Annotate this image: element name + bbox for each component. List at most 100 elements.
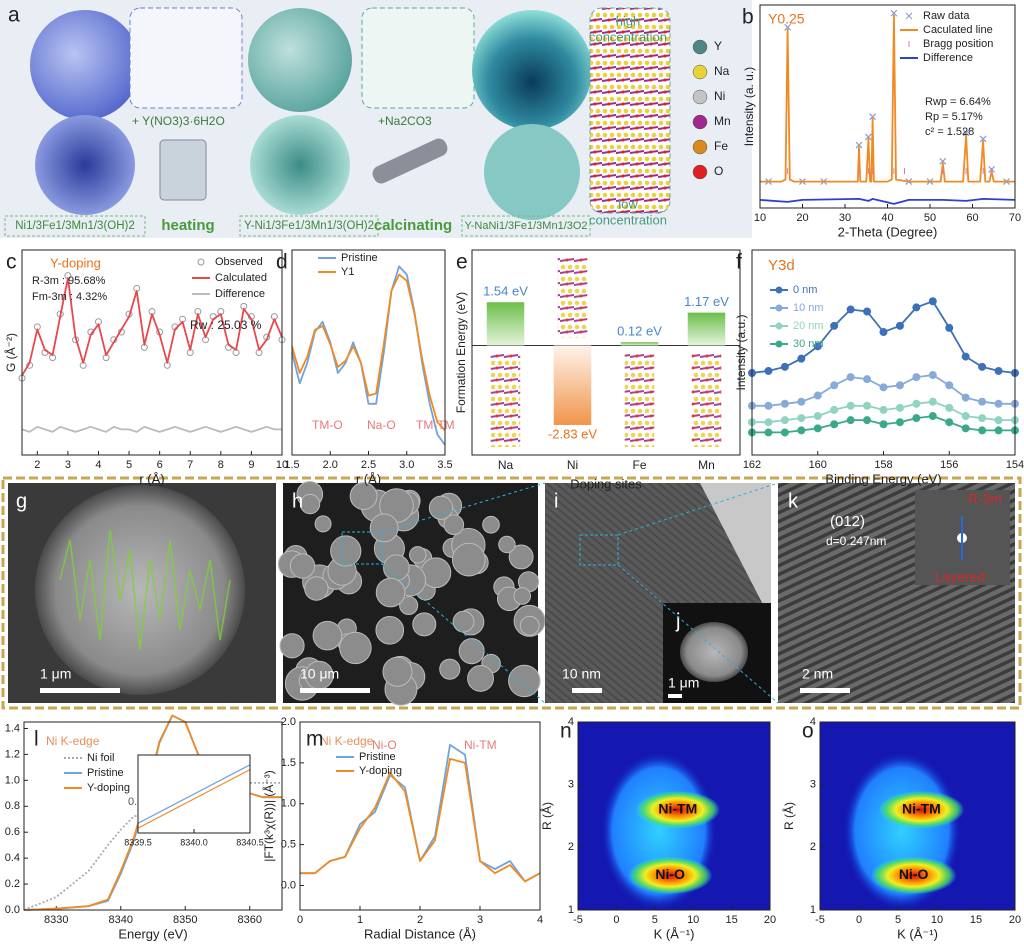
point [912, 414, 921, 423]
legend-label: 30 nm [793, 338, 824, 350]
particle [452, 610, 475, 633]
x-axis-label: Doping sites [570, 476, 642, 491]
plot-frame [819, 721, 1016, 911]
panel-letter: o [802, 720, 814, 743]
legend-label: 0 nm [793, 284, 817, 296]
panel-letter: j [675, 610, 680, 632]
x-tick-label: -5 [573, 914, 583, 926]
y-axis-label: Formation Energy (eV) [454, 292, 468, 413]
point [846, 416, 855, 425]
y-axis-label: Intensity (a.u.) [734, 314, 748, 390]
particle [498, 535, 516, 554]
annotation: TM-TM [416, 418, 455, 432]
point [830, 321, 839, 330]
legend-label: Y-doping [87, 782, 130, 794]
x-tick-label: 6 [157, 459, 163, 471]
point [961, 393, 970, 402]
bar-value-label: 1.17 eV [684, 294, 729, 309]
peak-label: Ni-TM [658, 800, 697, 816]
element-swatch [692, 89, 708, 105]
panel-letter: m [306, 728, 324, 751]
y-tick-label: 1.0 [281, 798, 296, 810]
peak-label: Ni-O [655, 866, 685, 882]
legend-label: Y-doping [359, 765, 402, 777]
y-tick-label: 2 [568, 841, 574, 853]
x-tick-label: 3.0 [399, 459, 414, 471]
bar [486, 302, 525, 346]
panel-letter: b [742, 6, 754, 29]
legend-label: Bragg position [923, 38, 993, 50]
y-tick-label: 3 [810, 779, 816, 791]
layer-box [361, 7, 475, 109]
x-tick-label: 3.5 [437, 459, 452, 471]
y-tick-label: 0.8 [5, 800, 20, 812]
panel-letter: h [292, 490, 303, 512]
point [879, 383, 888, 392]
point [863, 307, 872, 316]
structure [557, 258, 588, 338]
particle [349, 482, 378, 510]
heatmap-peak [635, 790, 721, 829]
point [945, 418, 954, 427]
x-tick-label: 40 [881, 212, 893, 224]
point [813, 391, 822, 400]
point [961, 412, 970, 421]
x-axis-label: r (Å) [356, 471, 381, 486]
x-tick-label: 10 [931, 914, 943, 926]
particle [428, 495, 454, 520]
x-tick-label: 160 [809, 459, 827, 471]
panel-letter: g [16, 490, 27, 512]
plot-frame [23, 721, 283, 911]
charts: 10 20 30 40 50 60 702-Theta (Degree)Intensity … [0, 4, 1024, 941]
x-tick-label: 10 [754, 212, 766, 224]
y-axis-label: R (Å) [539, 802, 554, 830]
x-tick-label: 2 [417, 914, 423, 926]
legend-marker [775, 340, 783, 348]
element-name: O [714, 164, 723, 178]
x-tick-label: 70 [1009, 212, 1021, 224]
particle [443, 514, 465, 536]
x-tick-label: 30 [839, 212, 851, 224]
point [978, 426, 987, 435]
label-box [239, 215, 379, 237]
reagent: + Y(NO3)3·6H2O [132, 114, 225, 128]
y-tick-label: 4 [810, 716, 816, 728]
annotation: Rwp = 6.64% [925, 96, 991, 108]
x-tick-label: Mn [698, 458, 715, 472]
point [780, 362, 789, 371]
point [928, 412, 937, 421]
series-line [300, 757, 541, 883]
y-axis-label: R (Å) [781, 802, 796, 830]
annotation: Rw : 25.03 % [190, 318, 262, 332]
x-tick-label: 2.5 [361, 459, 376, 471]
step: calcinating [374, 217, 452, 234]
x-tick-label: 20 [764, 914, 776, 926]
label-box [4, 215, 146, 237]
sphere [248, 8, 352, 112]
x-tick-label: 9 [248, 459, 254, 471]
x-tick-label: 8340.0 [180, 837, 208, 847]
gradient-label: high [616, 13, 641, 28]
x-tick-label: 0 [856, 914, 862, 926]
plot-frame [759, 4, 1016, 209]
y-axis-label: G (Å⁻²) [3, 333, 18, 372]
structure: Layered [935, 569, 986, 585]
x-axis-label: Binding Energy (eV) [825, 471, 941, 486]
x-tick-label: 162 [743, 459, 761, 471]
element-name: Na [714, 64, 730, 78]
annotation: TM-O [312, 418, 343, 432]
point [928, 397, 937, 406]
annotation: Fm-3m : 4.32% [32, 291, 107, 303]
x-tick-label: 8339.5 [124, 837, 152, 847]
particle [458, 638, 485, 665]
point [912, 303, 921, 312]
particle [330, 535, 362, 567]
x-tick-label: 0 [613, 914, 619, 926]
scale-bar [300, 688, 370, 693]
particle [482, 515, 500, 534]
x-tick-label: 8340 [109, 914, 133, 926]
particle [451, 542, 486, 577]
x-tick-label: 156 [940, 459, 958, 471]
x-tick-label: 1 [357, 914, 363, 926]
bar-value-label: -2.83 eV [548, 426, 597, 441]
